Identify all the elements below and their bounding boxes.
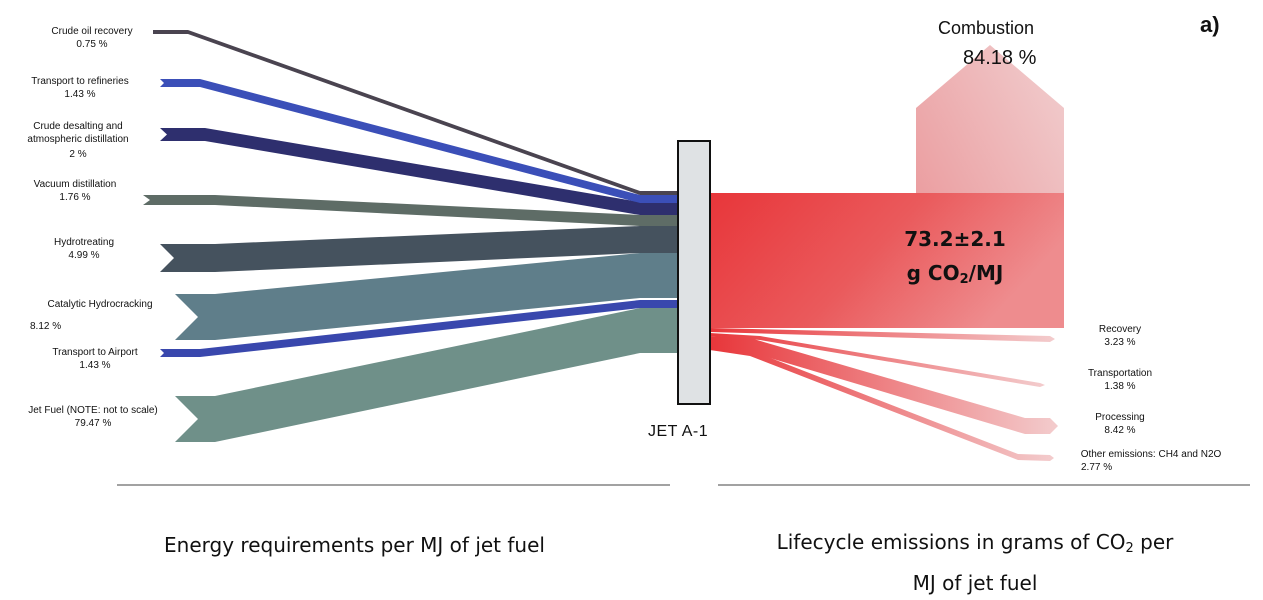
total-emissions: 73.2±2.1 g CO2/MJ (870, 222, 1040, 297)
subtitle-energy: Energy requirements per MJ of jet fuel (164, 533, 545, 557)
label-name: Hydrotreating (53, 237, 115, 248)
label-vacuum-distillation: Vacuum distillation 1.76 % (10, 178, 140, 204)
label-name: Transport to Airport (52, 347, 138, 358)
jet-a1-node (677, 140, 711, 405)
label-value: 8.12 % (30, 321, 62, 332)
flow-transportation (710, 333, 1045, 387)
label-name: Jet Fuel (NOTE: not to scale) (28, 405, 158, 416)
label-catalytic-hydrocracking: Catalytic Hydrocracking 8.12 % (30, 294, 170, 338)
flow-crude-desalting (160, 128, 678, 215)
label-jet-fuel: Jet Fuel (NOTE: not to scale) 79.47 % (8, 404, 178, 430)
label-transport-refineries: Transport to refineries 1.43 % (10, 75, 150, 101)
label-crude-oil-recovery: Crude oil recovery 0.75 % (32, 25, 152, 51)
energy-flows (143, 30, 678, 442)
total-emissions-unit: g CO2/MJ (906, 261, 1004, 287)
label-value: 3.23 % (1104, 337, 1136, 348)
flow-hydrotreating (160, 226, 678, 272)
flow-vacuum-distillation (143, 195, 678, 226)
panel-label: a) (1200, 12, 1220, 37)
label-name: Vacuum distillation (33, 179, 117, 190)
label-name: Recovery (1098, 324, 1142, 335)
flow-recovery (710, 328, 1055, 342)
label-value: 1.38 % (1104, 381, 1136, 392)
emission-flows (710, 45, 1064, 461)
label-transportation: Transportation 1.38 % (1070, 367, 1170, 393)
combustion-value: 84.18 % (963, 47, 1037, 69)
subtitle-emissions-line2: MJ of jet fuel (912, 571, 1038, 595)
label-name: Processing (1095, 412, 1145, 423)
jet-a1-label: JET A-1 (648, 423, 709, 440)
label-name: Transport to refineries (31, 76, 129, 87)
flow-crude-oil-recovery (153, 30, 678, 195)
flow-main-emissions (710, 193, 1064, 328)
total-emissions-value: 73.2±2.1 (904, 227, 1006, 251)
label-value: 4.99 % (68, 250, 100, 261)
label-value: 1.43 % (64, 89, 96, 100)
label-other-emissions: Other emissions: CH4 and N2O 2.77 % (1056, 448, 1246, 474)
flow-jet-fuel (175, 308, 678, 442)
label-crude-desalting: Crude desalting and atmospheric distilla… (22, 120, 134, 161)
flow-transport-refineries (160, 79, 678, 203)
subtitle-emissions-line1: Lifecycle emissions in grams of CO2 per (776, 530, 1174, 556)
label-processing: Processing 8.42 % (1070, 411, 1170, 437)
label-name: Other emissions: CH4 and N2O (1080, 449, 1222, 460)
label-name: Crude desalting and atmospheric distilla… (27, 121, 129, 145)
label-transport-airport: Transport to Airport 1.43 % (20, 346, 170, 372)
label-value: 1.43 % (79, 360, 111, 371)
flow-catalytic-hydrocracking (175, 253, 678, 340)
label-recovery: Recovery 3.23 % (1070, 323, 1170, 349)
label-value: 2 % (69, 149, 87, 160)
label-value: 2.77 % (1081, 462, 1113, 473)
label-hydrotreating: Hydrotreating 4.99 % (24, 236, 144, 262)
label-value: 0.75 % (76, 39, 108, 50)
label-value: 1.76 % (59, 192, 91, 203)
label-name: Catalytic Hydrocracking (47, 299, 153, 310)
flow-processing (710, 336, 1058, 434)
label-name: Crude oil recovery (51, 26, 133, 37)
label-name: Transportation (1087, 368, 1153, 379)
flow-transport-airport (160, 300, 678, 357)
combustion-label: Combustion (938, 18, 1035, 38)
subtitle-emissions: Lifecycle emissions in grams of CO2 per … (740, 525, 1210, 600)
label-value: 8.42 % (1104, 425, 1136, 436)
label-value: 79.47 % (74, 418, 112, 429)
flow-other-emissions (710, 346, 1054, 461)
